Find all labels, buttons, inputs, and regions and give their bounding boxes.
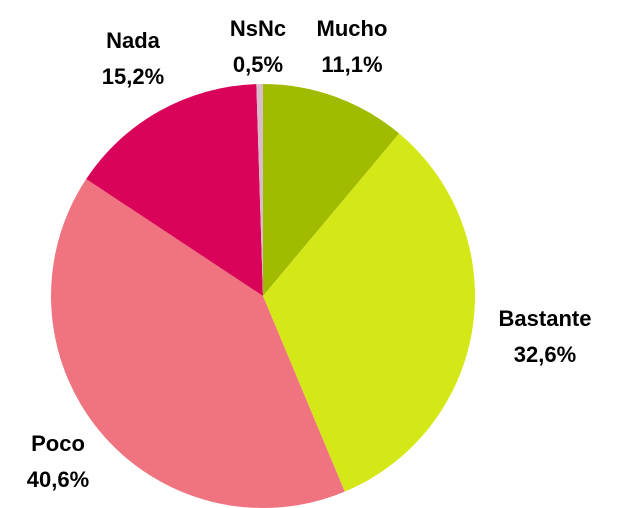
slice-label: Mucho — [317, 16, 388, 41]
slice-label: Poco — [31, 431, 85, 456]
slice-value: 0,5% — [233, 52, 283, 77]
pie-slice — [263, 133, 476, 492]
slice-label: Nada — [106, 28, 161, 53]
slice-label: NsNc — [230, 16, 286, 41]
pie-slice — [263, 84, 400, 296]
pie-slice — [86, 84, 263, 296]
pie-slice — [256, 84, 263, 296]
slice-value: 11,1% — [321, 52, 382, 77]
slice-label: Bastante — [499, 306, 592, 331]
slice-value: 40,6% — [27, 467, 89, 492]
slice-value: 32,6% — [514, 342, 576, 367]
pie-slice — [50, 179, 345, 508]
slice-value: 15,2% — [102, 64, 164, 89]
